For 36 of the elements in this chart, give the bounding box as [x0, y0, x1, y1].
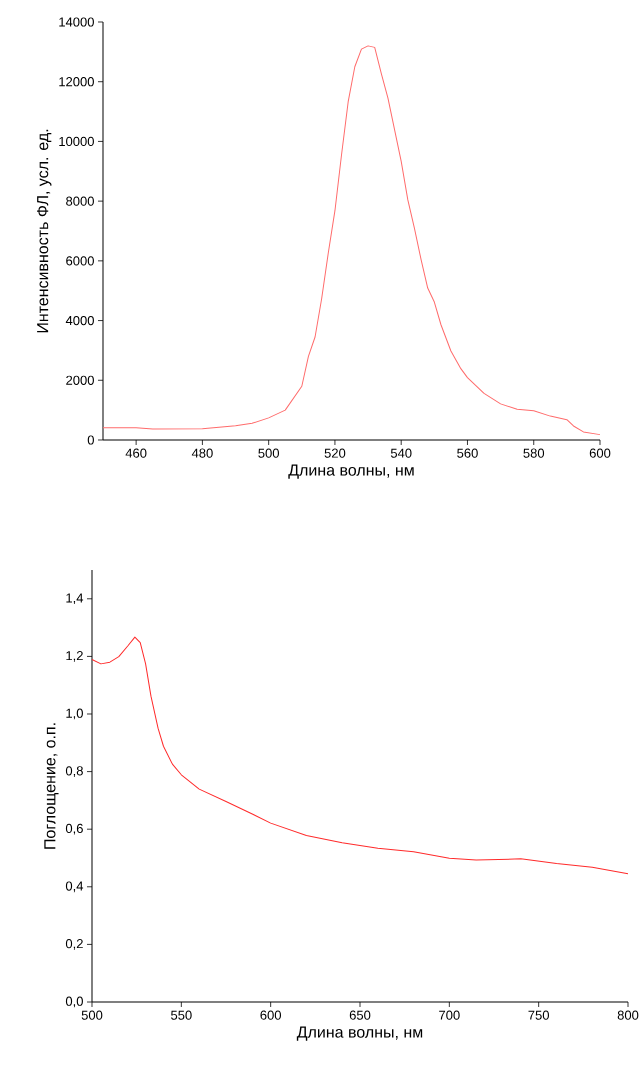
x-tick-label: 460 — [125, 448, 147, 458]
y-tick-label: 1,2 — [66, 651, 83, 662]
y-tick-label: 8000 — [66, 196, 94, 206]
x-tick-label: 800 — [617, 1010, 639, 1020]
y-tick-label: 0,8 — [65, 766, 83, 777]
y-tick-label: 1,4 — [66, 593, 84, 605]
line-series — [91, 636, 629, 875]
y-tick-label: 12000 — [59, 77, 94, 87]
y-tick-label: 2000 — [66, 375, 94, 385]
y-tick-label: 4000 — [65, 315, 94, 326]
y-tick-label: 0,6 — [65, 823, 83, 835]
x-tick-label: 600 — [589, 448, 611, 458]
y-tick-label: 14000 — [59, 17, 94, 27]
y-tick-label: 1,0 — [66, 708, 83, 720]
x-axis-title: Длина волны, нм — [296, 1026, 423, 1041]
y-axis-title: Поглощение, о.п. — [44, 723, 59, 849]
x-tick-label: 560 — [457, 448, 478, 458]
y-axis-title: Интенсивность ФЛ, усл. ед. — [37, 129, 52, 333]
x-tick-label: 750 — [528, 1010, 550, 1020]
y-tick-label: 0,0 — [65, 996, 83, 1008]
x-tick-label: 600 — [260, 1010, 282, 1020]
x-tick-label: 700 — [439, 1010, 460, 1020]
x-axis-title: Длина волны, нм — [288, 464, 414, 479]
y-tick-label: 0 — [87, 435, 94, 445]
x-tick-label: 500 — [258, 448, 280, 458]
x-tick-label: 580 — [523, 448, 545, 458]
x-tick-label: 480 — [191, 448, 213, 458]
x-tick-label: 520 — [324, 448, 346, 458]
y-tick-label: 0,2 — [65, 939, 83, 950]
y-tick-label: 0,4 — [65, 881, 84, 893]
x-tick-label: 540 — [390, 448, 412, 458]
x-tick-label: 550 — [171, 1010, 192, 1020]
y-tick-label: 6000 — [66, 256, 94, 266]
y-tick-label: 10000 — [59, 136, 94, 147]
x-tick-label: 650 — [349, 1010, 371, 1020]
x-tick-label: 500 — [81, 1010, 103, 1020]
